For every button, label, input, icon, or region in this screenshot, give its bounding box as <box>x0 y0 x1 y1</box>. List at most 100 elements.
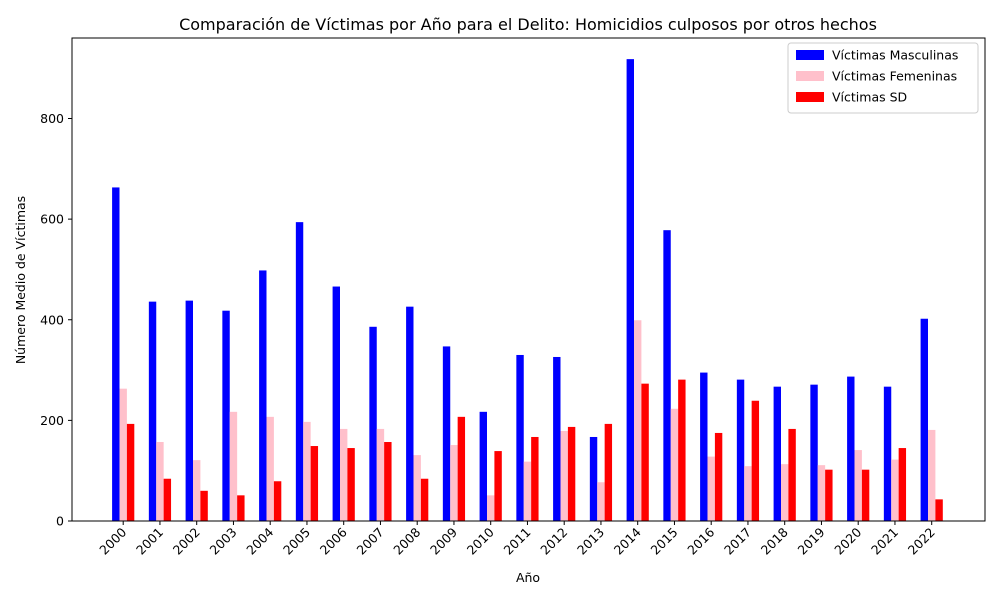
x-tick-label: 2019 <box>794 524 827 557</box>
x-tick-label: 2020 <box>831 524 864 557</box>
bar-masculinas-2018 <box>773 386 781 521</box>
legend-label: Víctimas Masculinas <box>832 48 958 63</box>
plot-frame <box>71 37 986 522</box>
bar-masculinas-2009 <box>442 346 451 521</box>
bar-femeninas-2017 <box>744 466 752 521</box>
x-tick-label: 2002 <box>170 525 203 558</box>
bar-femeninas-2010 <box>487 495 495 521</box>
bar-masculinas-2019 <box>810 384 818 521</box>
y-tick-label: 600 <box>40 212 64 227</box>
bar-masculinas-2007 <box>369 326 377 521</box>
bar-masculinas-2004 <box>259 270 267 521</box>
bar-sd-2000 <box>126 423 135 521</box>
bar-femeninas-2008 <box>413 455 421 521</box>
bar-sd-2021 <box>898 448 907 521</box>
bar-femeninas-2014 <box>634 320 642 521</box>
bar-sd-2014 <box>641 383 649 521</box>
bar-masculinas-2010 <box>479 411 487 521</box>
bar-femeninas-2004 <box>266 416 274 521</box>
bar-femeninas-2011 <box>523 461 532 521</box>
bar-sd-2002 <box>200 490 208 521</box>
x-tick-label: 2004 <box>243 524 276 557</box>
x-tick-label: 2021 <box>868 525 901 558</box>
bar-sd-2011 <box>531 436 539 521</box>
legend-box <box>787 42 979 114</box>
x-tick-label: 2007 <box>353 525 386 558</box>
bar-femeninas-2000 <box>119 388 127 521</box>
bar-masculinas-2015 <box>663 230 671 521</box>
bar-sd-2018 <box>788 428 796 521</box>
bar-masculinas-2008 <box>406 306 414 521</box>
bar-masculinas-2017 <box>736 379 745 521</box>
bar-sd-2009 <box>457 416 466 521</box>
bar-sd-2008 <box>420 478 429 521</box>
x-tick-label: 2005 <box>280 525 313 558</box>
bar-sd-2006 <box>347 448 355 521</box>
bar-femeninas-2001 <box>156 442 164 521</box>
bar-sd-2012 <box>567 426 576 521</box>
legend-label: Víctimas Femeninas <box>832 69 957 84</box>
x-tick-label: 2010 <box>464 524 497 557</box>
bar-sd-2020 <box>861 469 870 521</box>
bar-femeninas-2009 <box>450 445 458 521</box>
bar-sd-2017 <box>751 400 760 521</box>
bar-femeninas-2021 <box>891 459 899 521</box>
bar-masculinas-2022 <box>920 318 928 521</box>
bar-sd-2015 <box>678 379 686 521</box>
legend-swatch <box>796 71 824 81</box>
bar-masculinas-2001 <box>148 301 157 521</box>
x-tick-label: 2008 <box>390 524 423 557</box>
y-tick-label: 0 <box>56 514 64 529</box>
bar-femeninas-2019 <box>817 465 826 521</box>
legend: Víctimas Masculinas Víctimas Femeninas Víc… <box>787 42 979 114</box>
bar-femeninas-2003 <box>229 411 238 521</box>
bar-femeninas-2022 <box>928 429 936 521</box>
bar-masculinas-2003 <box>222 310 230 521</box>
x-tick-label: 2009 <box>427 524 460 557</box>
x-tick-label: 2016 <box>684 524 717 557</box>
bar-masculinas-2021 <box>883 386 892 521</box>
y-tick-label: 200 <box>40 413 64 428</box>
legend-label: Víctimas SD <box>832 90 907 105</box>
bar-sd-2019 <box>825 469 833 521</box>
bar-sd-2010 <box>494 451 502 521</box>
bar-femeninas-2016 <box>707 456 715 521</box>
x-tick-label: 2015 <box>647 525 680 558</box>
bar-femeninas-2020 <box>854 450 862 521</box>
bar-masculinas-2011 <box>516 354 524 521</box>
bar-sd-2004 <box>273 481 282 521</box>
bar-masculinas-2013 <box>589 436 598 521</box>
x-tick-label: 2022 <box>905 525 938 558</box>
chart-title: Comparación de Víctimas por Año para el … <box>179 15 877 34</box>
x-tick-label: 2018 <box>758 524 791 557</box>
bar-sd-2005 <box>310 446 319 521</box>
bar-masculinas-2016 <box>700 372 708 521</box>
x-tick-label: 2017 <box>721 525 754 558</box>
bars-layer <box>112 59 943 521</box>
bar-masculinas-2014 <box>626 59 634 521</box>
bar-sd-2013 <box>604 423 613 521</box>
bar-femeninas-2012 <box>560 430 568 521</box>
y-tick-label: 400 <box>40 312 64 327</box>
bar-femeninas-2015 <box>670 408 679 521</box>
y-tick-label: 800 <box>40 111 64 126</box>
bar-sd-2003 <box>237 495 245 521</box>
x-tick-label: 2000 <box>96 524 129 557</box>
legend-swatch <box>796 92 824 102</box>
bar-femeninas-2002 <box>193 460 201 521</box>
x-tick-label: 2014 <box>611 524 644 557</box>
bar-femeninas-2005 <box>303 421 311 521</box>
bar-masculinas-2002 <box>185 300 193 521</box>
bar-sd-2007 <box>384 442 392 521</box>
x-tick-label: 2003 <box>206 525 239 558</box>
x-tick-label: 2001 <box>133 525 166 558</box>
bar-masculinas-2000 <box>112 187 120 521</box>
bar-femeninas-2007 <box>376 428 385 521</box>
x-tick-label: 2006 <box>317 524 350 557</box>
x-tick-label: 2012 <box>537 525 570 558</box>
bar-masculinas-2012 <box>553 356 561 521</box>
bar-masculinas-2005 <box>295 222 304 521</box>
bar-femeninas-2018 <box>781 464 789 521</box>
